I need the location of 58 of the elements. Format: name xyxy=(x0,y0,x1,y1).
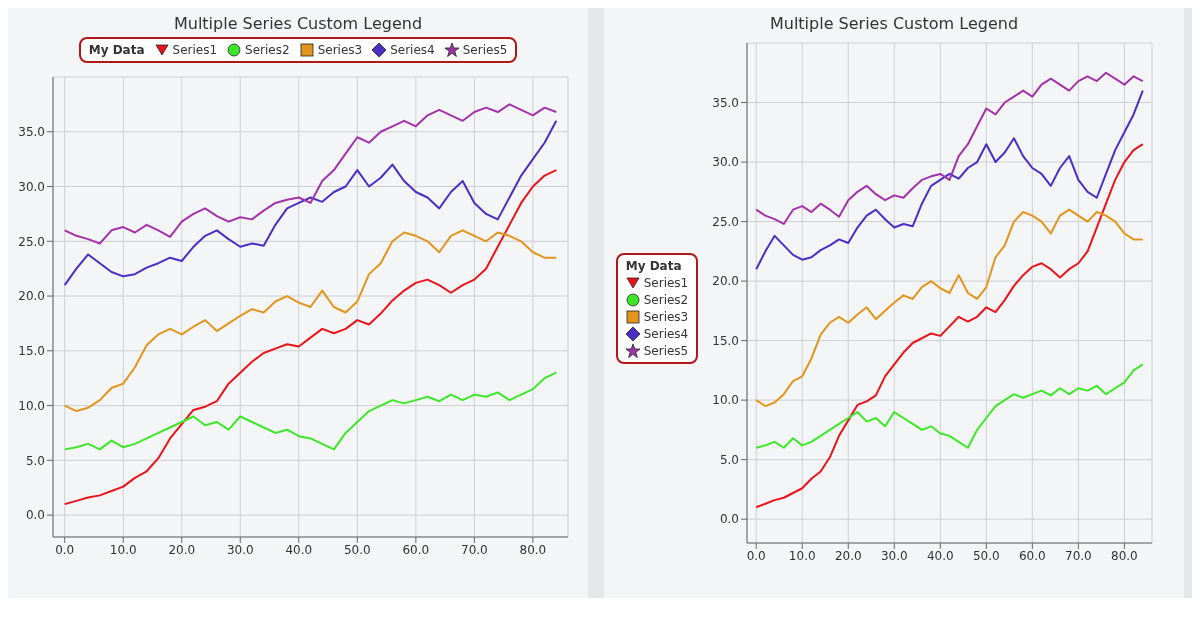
y-tick-label: 10.0 xyxy=(18,398,45,413)
legend-label: Series5 xyxy=(462,43,508,57)
x-tick-label: 20.0 xyxy=(168,542,196,557)
y-tick-label: 5.0 xyxy=(720,452,740,467)
chart-title: Multiple Series Custom Legend xyxy=(173,14,423,33)
line-series xyxy=(755,71,1145,225)
x-tick-label: 80.0 xyxy=(519,542,547,557)
y-tick-label: 0.0 xyxy=(25,508,45,523)
y-tick-label: 10.0 xyxy=(712,393,740,408)
line-series xyxy=(755,89,1145,271)
x-tick-label: 60.0 xyxy=(1019,548,1046,563)
legend-label: Series2 xyxy=(643,292,689,307)
x-tick-label: 30.0 xyxy=(881,548,908,563)
x-tick-label: 10.0 xyxy=(789,548,816,563)
line-series xyxy=(755,363,1145,449)
legend-label: Series4 xyxy=(643,326,689,341)
x-tick-label: 0.0 xyxy=(55,542,75,557)
x-tick-label: 70.0 xyxy=(461,542,488,557)
line-series xyxy=(63,169,558,506)
line-series xyxy=(63,371,558,451)
line-series xyxy=(755,143,1145,509)
x-tick-label: 0.0 xyxy=(746,548,767,563)
line-series xyxy=(755,208,1145,408)
y-tick-label: 15.0 xyxy=(712,333,740,348)
x-tick-label: 70.0 xyxy=(1065,548,1092,563)
legend-title: My Data xyxy=(625,258,682,273)
y-tick-label: 25.0 xyxy=(18,234,45,249)
x-tick-label: 20.0 xyxy=(835,548,862,563)
y-tick-label: 25.0 xyxy=(712,214,740,229)
line-series xyxy=(63,119,558,287)
y-tick-label: 20.0 xyxy=(18,289,45,304)
y-tick-label: 35.0 xyxy=(712,95,740,110)
legend-title: My Data xyxy=(88,43,145,57)
x-tick-label: 50.0 xyxy=(343,542,371,557)
y-tick-label: 5.0 xyxy=(25,453,45,468)
chart-title: Multiple Series Custom Legend xyxy=(769,14,1019,33)
legend-label: Series1 xyxy=(172,43,218,57)
line-series xyxy=(63,103,558,245)
x-tick-label: 40.0 xyxy=(285,542,313,557)
x-tick-label: 60.0 xyxy=(402,542,430,557)
y-tick-label: 30.0 xyxy=(18,179,45,194)
y-tick-label: 20.0 xyxy=(712,274,740,289)
y-tick-label: 15.0 xyxy=(18,344,45,359)
y-tick-label: 35.0 xyxy=(18,125,45,140)
line-series xyxy=(63,229,558,413)
x-tick-label: 40.0 xyxy=(927,548,954,563)
legend-label: Series5 xyxy=(643,343,689,358)
legend-label: Series2 xyxy=(245,43,290,57)
x-tick-label: 50.0 xyxy=(973,548,1000,563)
legend-label: Series1 xyxy=(643,275,689,290)
x-tick-label: 30.0 xyxy=(226,542,254,557)
legend-label: Series3 xyxy=(643,309,689,324)
y-tick-label: 30.0 xyxy=(712,155,740,170)
legend-label: Series3 xyxy=(317,43,363,57)
y-tick-label: 0.0 xyxy=(720,512,740,527)
x-tick-label: 10.0 xyxy=(109,542,137,557)
x-tick-label: 80.0 xyxy=(1111,548,1139,563)
legend-label: Series4 xyxy=(390,43,435,57)
